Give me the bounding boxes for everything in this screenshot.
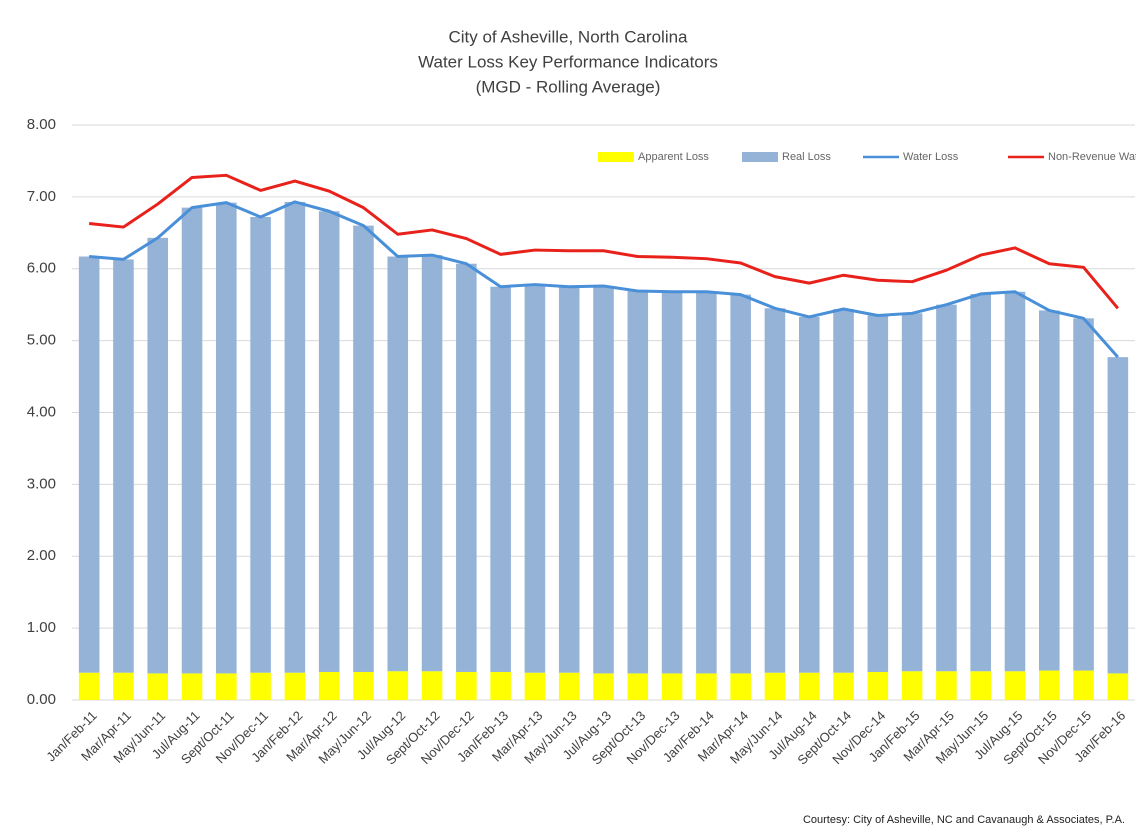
y-tick-label: 3.00 bbox=[27, 475, 56, 492]
y-tick-label: 8.00 bbox=[27, 116, 56, 133]
legend-swatch bbox=[598, 152, 634, 162]
bar-segment bbox=[216, 673, 237, 700]
bar-segment bbox=[353, 671, 374, 700]
bar-segment bbox=[833, 309, 854, 673]
bar-segment bbox=[1038, 310, 1060, 671]
bar-segment bbox=[387, 671, 409, 700]
bar-segment bbox=[970, 293, 991, 672]
bar-segment bbox=[1038, 670, 1060, 700]
bar-segment bbox=[147, 237, 169, 674]
footnote: Courtesy: City of Asheville, NC and Cava… bbox=[803, 814, 1125, 826]
bar-segment bbox=[1004, 291, 1026, 672]
bar-segment bbox=[78, 256, 100, 673]
bar-segment bbox=[284, 201, 306, 673]
bar-segment bbox=[970, 671, 991, 700]
y-tick-label: 6.00 bbox=[27, 260, 56, 277]
y-tick-label: 1.00 bbox=[27, 619, 56, 636]
bar-segment bbox=[661, 673, 683, 700]
line bbox=[88, 173, 1120, 310]
y-tick-label: 7.00 bbox=[27, 188, 56, 205]
bar-segment bbox=[1073, 318, 1094, 671]
bar-segment bbox=[936, 671, 957, 700]
bar-segment bbox=[730, 673, 751, 700]
y-tick-label: 4.00 bbox=[27, 403, 56, 420]
y-tick-label: 0.00 bbox=[27, 691, 56, 708]
bar-segment bbox=[833, 672, 854, 700]
bar-segment bbox=[216, 202, 237, 674]
bar-segment bbox=[387, 256, 409, 672]
bar-segment bbox=[558, 672, 580, 700]
bar-segment bbox=[558, 286, 580, 673]
bar-segment bbox=[524, 672, 546, 700]
legend-label: Real Loss bbox=[782, 151, 831, 163]
bar-segment bbox=[147, 673, 169, 700]
bar-segment bbox=[318, 671, 340, 700]
bar-segment bbox=[627, 291, 649, 674]
bar-segment bbox=[798, 316, 820, 673]
bar-segment bbox=[593, 673, 614, 700]
bar-segment bbox=[764, 672, 786, 700]
bar-segment bbox=[867, 671, 889, 700]
bar-segment bbox=[901, 313, 923, 672]
bar-segment bbox=[867, 315, 889, 672]
bar-segment bbox=[1073, 670, 1094, 700]
chart-title: Water Loss Key Performance Indicators bbox=[418, 52, 718, 71]
bar-segment bbox=[901, 671, 923, 700]
bar-segment bbox=[661, 291, 683, 674]
legend-swatch bbox=[742, 152, 778, 162]
legend-label: Non-Revenue Water bbox=[1048, 151, 1136, 163]
bar-segment bbox=[113, 672, 134, 700]
bar-segment bbox=[936, 304, 957, 672]
bar-segment bbox=[696, 291, 717, 674]
bar-segment bbox=[456, 263, 477, 672]
bar-segment bbox=[696, 673, 717, 700]
bar-segment bbox=[490, 671, 511, 700]
line bbox=[89, 200, 1119, 359]
bar-segment bbox=[798, 672, 820, 700]
y-tick-label: 5.00 bbox=[27, 332, 56, 349]
bar-segment bbox=[421, 255, 443, 672]
bar-segment bbox=[456, 671, 477, 700]
bar-segment bbox=[318, 211, 340, 672]
bar-segment bbox=[593, 286, 614, 674]
bar-segment bbox=[78, 672, 100, 700]
legend-label: Water Loss bbox=[903, 151, 959, 163]
bar-segment bbox=[627, 673, 649, 700]
bar-segment bbox=[524, 284, 546, 673]
chart-title: City of Asheville, North Carolina bbox=[448, 27, 688, 46]
y-tick-label: 2.00 bbox=[27, 547, 56, 564]
bar-segment bbox=[764, 308, 786, 673]
bar-segment bbox=[181, 673, 203, 700]
chart-subtitle: (MGD - Rolling Average) bbox=[476, 77, 661, 96]
legend-label: Apparent Loss bbox=[638, 151, 709, 163]
bar-segment bbox=[250, 217, 271, 673]
bar-segment bbox=[1107, 357, 1129, 674]
bar-segment bbox=[113, 259, 134, 673]
bar-segment bbox=[421, 671, 443, 700]
bar-segment bbox=[490, 286, 511, 672]
bar-segment bbox=[1107, 673, 1129, 700]
bar-segment bbox=[284, 672, 306, 700]
bar-segment bbox=[1004, 671, 1026, 700]
bar-segment bbox=[250, 672, 271, 700]
bar-segment bbox=[353, 225, 374, 672]
bar-segment bbox=[730, 294, 751, 674]
bar-segment bbox=[181, 207, 203, 674]
